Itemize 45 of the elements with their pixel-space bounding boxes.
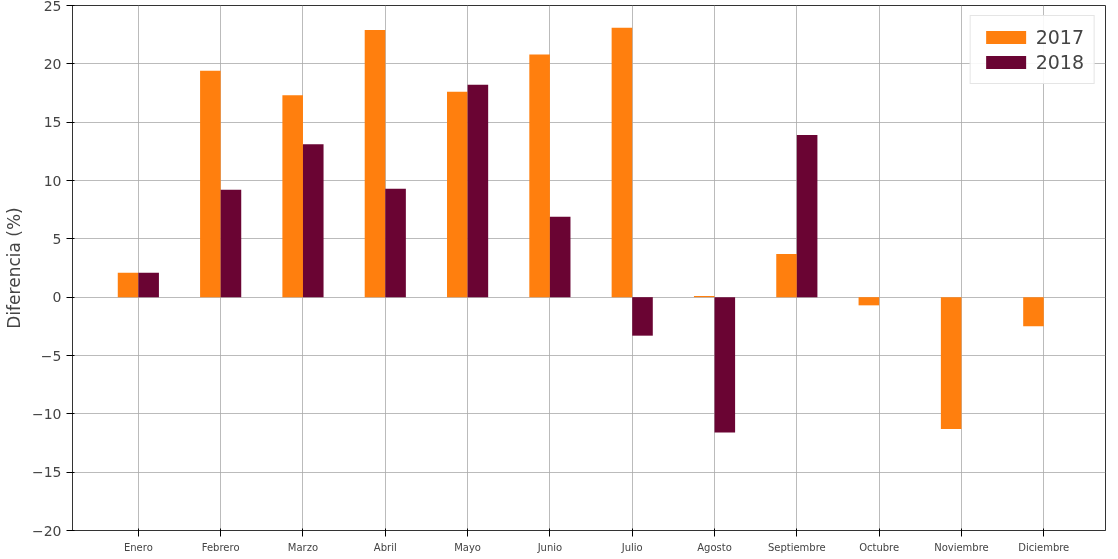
- bar: [549, 216, 571, 298]
- legend-label: 2017: [1035, 26, 1084, 48]
- bar: [364, 30, 386, 298]
- bar: [385, 188, 406, 298]
- bar: [714, 297, 736, 433]
- bar: [467, 84, 489, 298]
- bar: [940, 297, 962, 429]
- y-tick-label: 10: [43, 172, 62, 189]
- x-tick-label: Octubre: [859, 541, 900, 553]
- bar: [117, 272, 139, 298]
- x-tick-label: Julio: [620, 541, 643, 553]
- bar: [1023, 297, 1044, 327]
- y-tick-label: −10: [31, 405, 62, 422]
- x-tick-label: Junio: [536, 541, 563, 553]
- y-tick-label: 5: [52, 230, 62, 247]
- y-tick-label: 15: [43, 114, 62, 131]
- bar: [200, 70, 221, 298]
- bar: [220, 189, 242, 298]
- y-tick-label: 25: [43, 0, 62, 14]
- x-tick-label: Abril: [373, 541, 397, 553]
- bar: [282, 95, 303, 298]
- x-tick-label: Noviembre: [934, 541, 989, 553]
- bar: [138, 272, 159, 298]
- y-axis-title: Diferencia (%): [3, 207, 24, 329]
- bar: [796, 135, 818, 298]
- y-tick-label: −20: [31, 522, 62, 539]
- bar: [858, 297, 880, 306]
- bar: [302, 144, 324, 298]
- x-tick-label: Mayo: [454, 541, 481, 553]
- legend-label: 2018: [1035, 51, 1084, 73]
- y-tick-label: −5: [40, 347, 62, 364]
- x-tick-label: Septiembre: [767, 541, 826, 553]
- bar: [632, 297, 653, 336]
- y-tick-label: 0: [52, 289, 62, 306]
- y-tick-label: −15: [31, 464, 62, 481]
- bar: [529, 54, 550, 298]
- x-tick-label: Marzo: [287, 541, 319, 553]
- bar: [776, 254, 797, 298]
- x-tick-label: Agosto: [697, 541, 732, 553]
- bar: [447, 91, 468, 298]
- bar: [611, 27, 633, 298]
- x-tick-label: Febrero: [201, 541, 240, 553]
- x-tick-label: Enero: [123, 541, 153, 553]
- y-tick-label: 20: [43, 55, 62, 72]
- x-tick-label: Diciembre: [1018, 541, 1070, 553]
